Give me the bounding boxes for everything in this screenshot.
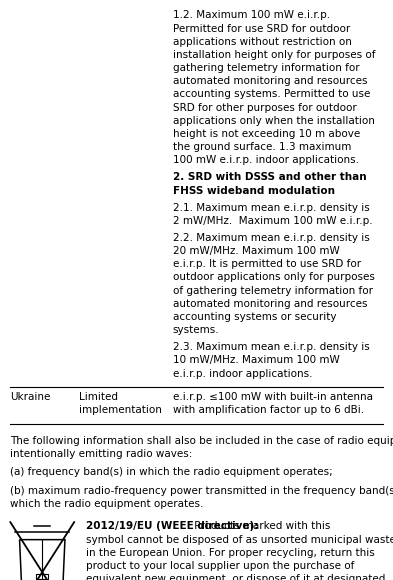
Text: the ground surface. 1.3 maximum: the ground surface. 1.3 maximum [173,142,351,152]
Text: FHSS wideband modulation: FHSS wideband modulation [173,186,335,195]
Text: 2.2. Maximum mean e.i.r.p. density is: 2.2. Maximum mean e.i.r.p. density is [173,233,370,243]
Text: 2.3. Maximum mean e.i.r.p. density is: 2.3. Maximum mean e.i.r.p. density is [173,342,370,352]
Text: accounting systems. Permitted to use: accounting systems. Permitted to use [173,89,370,99]
Bar [37,574,48,579]
Text: implementation: implementation [79,405,162,415]
Text: e.i.r.p. It is permitted to use SRD for: e.i.r.p. It is permitted to use SRD for [173,259,361,269]
Text: e.i.r.p. ≤100 mW with built-in antenna: e.i.r.p. ≤100 mW with built-in antenna [173,392,373,403]
Text: 10 mW/MHz. Maximum 100 mW: 10 mW/MHz. Maximum 100 mW [173,356,340,365]
Text: of gathering telemetry information for: of gathering telemetry information for [173,286,373,296]
Text: gathering telemetry information for: gathering telemetry information for [173,63,360,73]
Text: outdoor applications only for purposes: outdoor applications only for purposes [173,273,375,282]
Text: e.i.r.p. indoor applications.: e.i.r.p. indoor applications. [173,369,312,379]
Text: with amplification factor up to 6 dBi.: with amplification factor up to 6 dBi. [173,405,364,415]
Text: equivalent new equipment, or dispose of it at designated: equivalent new equipment, or dispose of … [86,574,386,580]
Text: intentionally emitting radio waves:: intentionally emitting radio waves: [10,449,192,459]
Text: height is not exceeding 10 m above: height is not exceeding 10 m above [173,129,360,139]
Text: which the radio equipment operates.: which the radio equipment operates. [10,499,203,509]
Text: installation height only for purposes of: installation height only for purposes of [173,50,375,60]
Text: SRD for other purposes for outdoor: SRD for other purposes for outdoor [173,103,357,113]
Text: symbol cannot be disposed of as unsorted municipal waste: symbol cannot be disposed of as unsorted… [86,535,393,545]
Text: The following information shall also be included in the case of radio equipment: The following information shall also be … [10,436,393,446]
Text: Limited: Limited [79,392,118,403]
Text: 20 mW/MHz. Maximum 100 mW: 20 mW/MHz. Maximum 100 mW [173,246,340,256]
Text: Products marked with this: Products marked with this [191,521,331,531]
Text: product to your local supplier upon the purchase of: product to your local supplier upon the … [86,561,355,571]
Text: automated monitoring and resources: automated monitoring and resources [173,299,367,309]
Text: 1.2. Maximum 100 mW e.i.r.p.: 1.2. Maximum 100 mW e.i.r.p. [173,10,330,20]
Text: Ukraine: Ukraine [10,392,50,403]
Text: (b) maximum radio-frequency power transmitted in the frequency band(s) in: (b) maximum radio-frequency power transm… [10,486,393,496]
Text: Permitted for use SRD for outdoor: Permitted for use SRD for outdoor [173,24,350,34]
Text: systems.: systems. [173,325,220,335]
Text: 2012/19/EU (WEEE directive):: 2012/19/EU (WEEE directive): [86,521,259,531]
Text: 2.1. Maximum mean e.i.r.p. density is: 2.1. Maximum mean e.i.r.p. density is [173,202,370,213]
Text: 100 mW e.i.r.p. indoor applications.: 100 mW e.i.r.p. indoor applications. [173,155,359,165]
Text: (a) frequency band(s) in which the radio equipment operates;: (a) frequency band(s) in which the radio… [10,467,332,477]
Text: applications without restriction on: applications without restriction on [173,37,352,47]
Text: 2 mW/MHz.  Maximum 100 mW e.i.r.p.: 2 mW/MHz. Maximum 100 mW e.i.r.p. [173,216,373,226]
Text: automated monitoring and resources: automated monitoring and resources [173,77,367,86]
Text: in the European Union. For proper recycling, return this: in the European Union. For proper recycl… [86,548,375,558]
Text: 2. SRD with DSSS and other than: 2. SRD with DSSS and other than [173,172,367,183]
Text: applications only when the installation: applications only when the installation [173,116,375,126]
Text: accounting systems or security: accounting systems or security [173,312,336,322]
